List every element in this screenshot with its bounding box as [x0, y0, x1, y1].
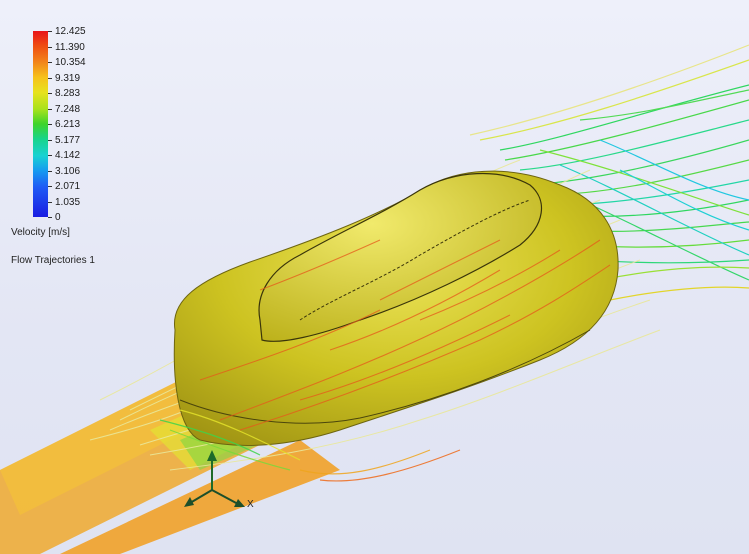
legend-tick-mark [48, 46, 52, 48]
legend-tick-label: 4.142 [55, 150, 81, 161]
axis-x-label: X [247, 499, 254, 510]
legend-quantity-label: Velocity [m/s] [11, 227, 70, 238]
legend-tick-mark [48, 170, 52, 172]
legend-tick-label: 10.354 [55, 57, 86, 68]
surface-streaks [199, 239, 611, 431]
legend-tick-mark [48, 186, 52, 187]
color-scale-bar [33, 31, 48, 217]
axis-triad-icon [184, 450, 245, 507]
legend-tick-mark [48, 139, 52, 141]
legend-tick-label: 6.213 [55, 119, 81, 130]
legend-tick-mark [48, 62, 52, 63]
legend-plot-name: Flow Trajectories 1 [11, 255, 95, 266]
legend-tick-label: 7.248 [55, 103, 81, 115]
legend-tick-label: 12.425 [55, 26, 86, 37]
velocity-legend: 12.425 11.390 10.354 9.319 8.283 7.248 6.213 5.… [8, 26, 168, 276]
legend-tick-mark [48, 108, 52, 110]
legend-tick-label: 0 [55, 212, 61, 223]
legend-tick-mark [48, 31, 52, 32]
legend-tick-label: 1.035 [55, 196, 81, 208]
legend-tick-mark [48, 217, 52, 218]
legend-tick-mark [48, 201, 52, 203]
legend-tick-mark [48, 93, 52, 94]
front-streamlines [159, 409, 461, 482]
legend-tick-mark [48, 155, 52, 156]
legend-tick-label: 9.319 [55, 72, 81, 84]
legend-tick-mark [48, 124, 52, 125]
legend-tick-label: 5.177 [55, 134, 81, 146]
legend-tick-label: 11.390 [55, 41, 85, 53]
car-model [173, 170, 619, 446]
legend-tick-mark [48, 77, 52, 79]
legend-tick-label: 3.106 [55, 165, 81, 177]
legend-tick-label: 8.283 [55, 88, 81, 99]
legend-tick-label: 2.071 [55, 181, 81, 192]
